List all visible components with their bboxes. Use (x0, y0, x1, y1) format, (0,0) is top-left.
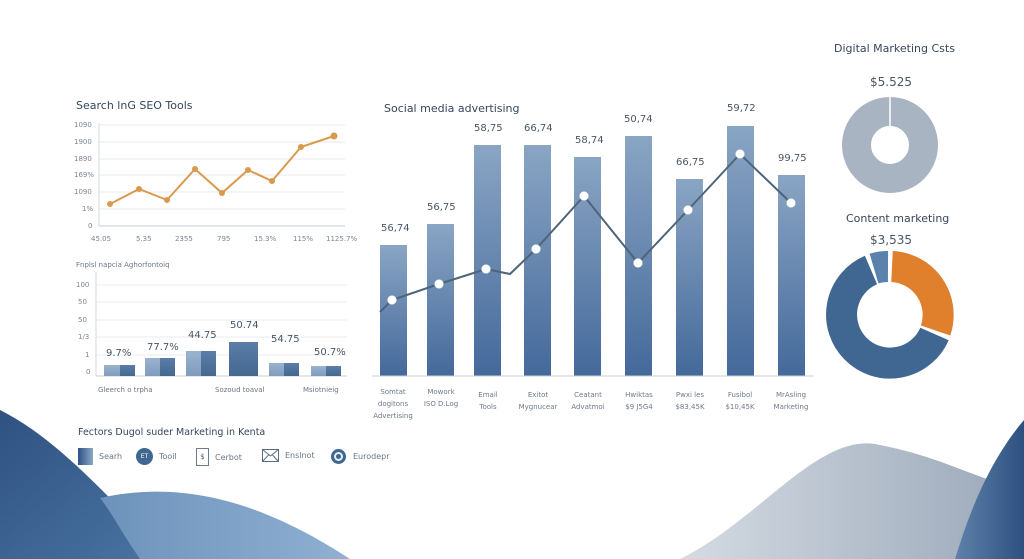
x-tick: 795 (217, 235, 231, 243)
bar-value-label: 9.7% (106, 348, 132, 359)
bar-value-label: 66,74 (524, 123, 553, 134)
bar-value-label: 44.75 (188, 330, 217, 341)
bar-value-label: 58,75 (474, 123, 503, 134)
y-tick: 0 (88, 222, 93, 230)
x-category: Pwxi les $83,45K (675, 391, 705, 411)
x-tick: 15.3% (254, 235, 277, 243)
legend-item-email: Enslnot (262, 449, 315, 462)
bar-swatch-icon (78, 448, 93, 465)
donut-bottom-value: $3,535 (870, 233, 912, 247)
legend-item-search: Searh (78, 448, 122, 465)
bar-value-label: 59,72 (727, 103, 756, 114)
x-category: Fusibol $10,45K (725, 391, 755, 411)
donut-bottom-title: Content marketing (846, 212, 950, 225)
footer-title: Fectors Dugol suder Marketing in Kenta (78, 427, 266, 438)
y-tick: 1/3 (78, 333, 90, 341)
x-category: MrAsling Marketing (773, 391, 809, 411)
x-category: Msiotnieig (303, 386, 339, 394)
document-dollar-icon: $ (196, 448, 209, 466)
x-tick: 45.05 (91, 235, 112, 243)
x-tick: 1125.7% (326, 235, 358, 243)
x-category: Exitot Mygnucear (518, 391, 558, 411)
bar-chart-title: Fnplsl napcia Aghorfontoiq (76, 261, 170, 269)
x-category: Gleerch o trpha (98, 386, 153, 394)
x-tick: 115% (293, 235, 314, 243)
y-tick: 50 (78, 298, 87, 306)
bar-value-label: 99,75 (778, 153, 807, 164)
y-tick: 1 (85, 351, 90, 359)
y-tick: 100 (76, 281, 90, 289)
bar-value-label: 56,75 (427, 202, 456, 213)
donut-top-title: Digital Marketing Csts (834, 42, 955, 55)
bar-value-label: 54.75 (271, 334, 300, 345)
y-tick: 1900 (74, 138, 92, 146)
bar-value-label: 50.7% (314, 347, 346, 358)
y-tick: 1090 (74, 188, 92, 196)
y-tick: 169% (74, 171, 95, 179)
x-category: Ceatant Advatmoi (571, 391, 605, 411)
y-tick: 1% (82, 205, 94, 213)
y-tick: 1090 (74, 121, 92, 129)
bar-value-label: 50.74 (230, 320, 259, 331)
bar-value-label: 77.7% (147, 342, 179, 353)
line-chart-title: Search lnG SEO Tools (76, 99, 193, 112)
x-category: Mowork ISO D.Log (423, 388, 459, 408)
legend-item-eurodepr: Eurodepr (330, 448, 390, 465)
legend-item-cerbot: $ Cerbot (196, 448, 242, 466)
bar-value-label: 50,74 (624, 114, 653, 125)
bar-value-label: 66,75 (676, 157, 705, 168)
y-tick: 50 (78, 316, 87, 324)
y-tick: 1890 (74, 155, 92, 163)
bar-value-label: 58,74 (575, 135, 604, 146)
x-tick: 2355 (175, 235, 193, 243)
x-category: Hwiktas $9 J5G4 (625, 391, 653, 411)
x-category: Sozoud toaval (215, 386, 265, 394)
envelope-icon (262, 449, 279, 462)
tool-badge-icon: ET (136, 448, 153, 465)
x-category: Email Tools (478, 391, 498, 411)
main-chart-title: Social media advertising (384, 102, 520, 115)
x-tick: 5.35 (136, 235, 152, 243)
donut-top-value: $5.525 (870, 75, 912, 89)
bar-value-label: 56,74 (381, 223, 410, 234)
legend-item-tool: ET Tooil (136, 448, 177, 465)
x-category: Somtat dogitons Advertising (373, 388, 413, 420)
gear-icon (331, 449, 346, 464)
y-tick: 0 (86, 368, 91, 376)
